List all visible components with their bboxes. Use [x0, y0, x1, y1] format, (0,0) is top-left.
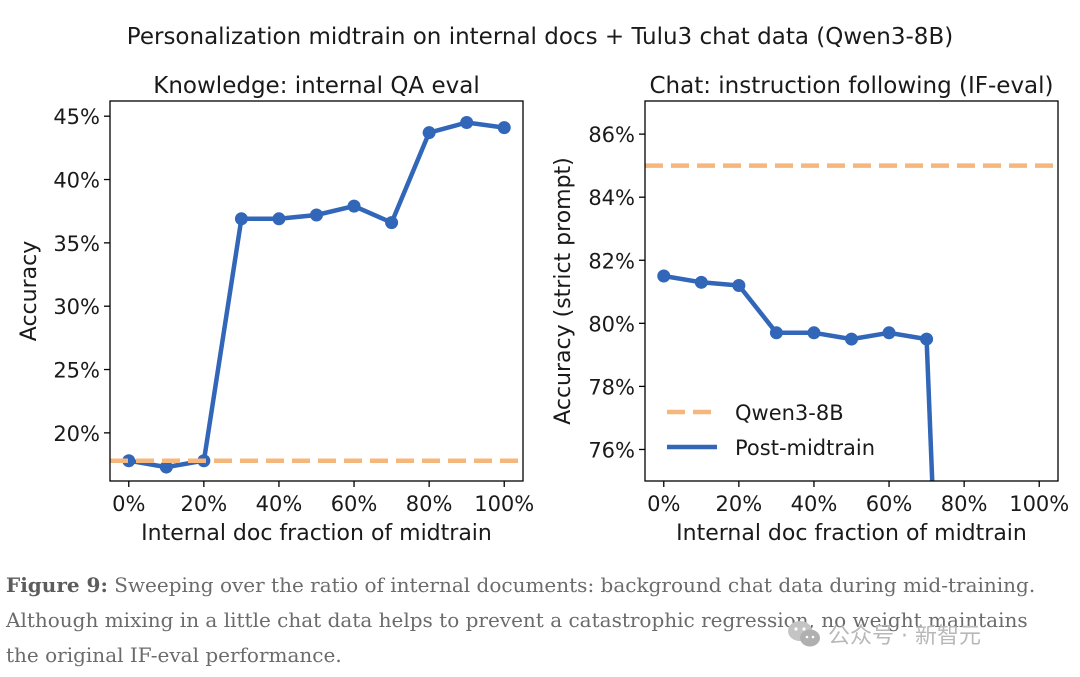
x-tick-label: 40%: [256, 492, 303, 516]
y-tick-label: 25%: [53, 359, 100, 383]
data-point: [920, 332, 934, 346]
data-point: [422, 126, 436, 140]
figure-caption: Figure 9: Sweeping over the ratio of int…: [6, 568, 1066, 673]
x-tick-label: 60%: [331, 492, 378, 516]
plot-frame: [644, 100, 1059, 482]
y-tick-label: 40%: [53, 169, 100, 193]
figure: Personalization midtrain on internal doc…: [17, 24, 1069, 546]
x-tick-label: 80%: [406, 492, 453, 516]
data-point: [732, 278, 746, 292]
y-tick-label: 30%: [53, 295, 100, 319]
y-tick-label: 20%: [53, 422, 100, 446]
data-point: [159, 460, 173, 474]
data-point: [657, 269, 671, 283]
series-line-post-midtrain: [128, 120, 505, 470]
legend-label: Qwen3-8B: [735, 401, 844, 425]
x-tick-label: 0%: [112, 492, 145, 516]
y-tick-label: 45%: [53, 105, 100, 129]
y-tick-label: 76%: [588, 438, 635, 462]
caption-label: Figure 9:: [6, 573, 108, 597]
y-axis-label: Accuracy: [17, 241, 42, 341]
data-point: [694, 275, 708, 289]
data-point: [882, 326, 896, 340]
data-point: [769, 326, 783, 340]
chat-chart: Chat: instruction following (IF-eval) 0% 2…: [551, 73, 1069, 546]
x-tick-label: 40%: [791, 492, 838, 516]
data-point: [272, 212, 286, 226]
watermark-text: 公众号 · 新智元: [828, 624, 981, 649]
y-axis-label: Accuracy (strict prompt): [551, 157, 576, 425]
y-tick-label: 78%: [588, 375, 635, 399]
plot-frame: [109, 100, 524, 482]
legend-label: Post-midtrain: [735, 436, 875, 460]
x-tick-label: 0%: [647, 492, 680, 516]
data-point: [310, 208, 323, 222]
x-tick-label: 20%: [716, 492, 763, 516]
data-point: [122, 454, 136, 468]
knowledge-chart: Knowledge: internal QA eval 0% 20% 40% 60% 80…: [17, 73, 534, 546]
x-axis-label: Internal doc fraction of midtrain: [676, 521, 1027, 546]
y-tick-label: 80%: [588, 312, 635, 336]
x-axis-label: Internal doc fraction of midtrain: [141, 521, 492, 546]
wechat-icon: [788, 621, 820, 647]
chart-title: Knowledge: internal QA eval: [153, 73, 479, 99]
y-tick-label: 86%: [588, 123, 635, 147]
y-tick-label: 84%: [588, 186, 635, 210]
chart-title: Chat: instruction following (IF-eval): [649, 73, 1053, 99]
caption-text: Sweeping over the ratio of internal docu…: [6, 573, 1036, 667]
data-point: [347, 199, 361, 213]
data-point: [460, 116, 474, 130]
data-point: [234, 212, 248, 226]
watermark: 公众号 · 新智元: [786, 618, 981, 650]
data-point: [845, 332, 858, 346]
y-tick-label: 35%: [53, 232, 100, 256]
data-point: [385, 216, 399, 230]
x-tick-label: 60%: [866, 492, 913, 516]
figure-suptitle: Personalization midtrain on internal doc…: [127, 24, 953, 50]
x-tick-label: 100%: [474, 492, 534, 516]
y-tick-label: 82%: [588, 249, 635, 273]
data-point: [497, 121, 511, 135]
x-tick-label: 20%: [181, 492, 228, 516]
x-tick-label: 80%: [941, 492, 988, 516]
data-point: [807, 326, 821, 340]
x-tick-label: 100%: [1009, 492, 1069, 516]
